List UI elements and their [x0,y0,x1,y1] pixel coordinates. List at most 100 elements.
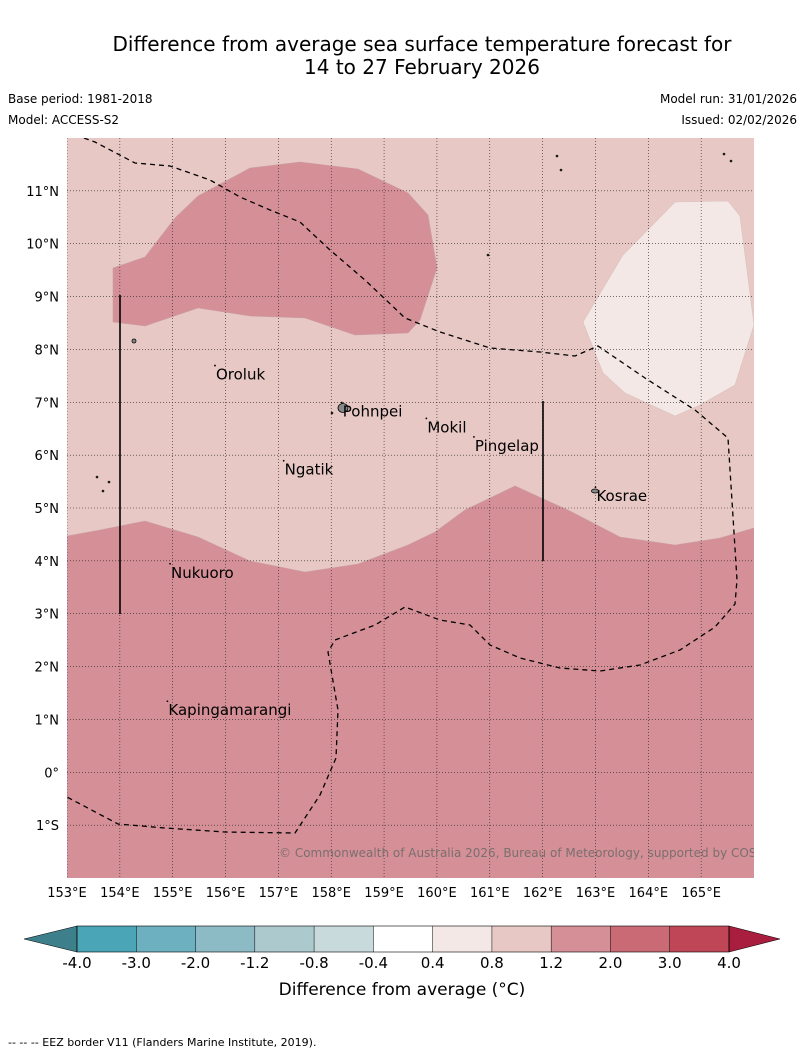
colorbar-bin [373,926,434,952]
colorbar-tick-label: 0.8 [480,954,504,972]
islet-marker [486,253,490,257]
latitude-tick-label: 2°N [35,661,60,676]
place-label: Mokil [427,418,466,436]
place-marker [594,486,597,489]
colorbar-tick-label: 3.0 [658,954,682,972]
longitude-tick-label: 159°E [364,886,404,901]
footnote: -- -- -- EEZ border V11 (Flanders Marine… [8,1036,317,1049]
latitude-tick-label: 1°N [35,713,60,728]
colorbar-tick-label: -2.0 [181,954,210,972]
colorbar: -4.0 -3.0 -2.0 -1.2 -0.8 -0.4 0.4 0.8 1.2 2.0 3.0 4… [23,925,781,972]
colorbar-bin [136,926,196,952]
model-name: Model: ACCESS-S2 [8,113,120,127]
colorbar-tick-label: 1.2 [539,954,563,972]
colorbar-bin [254,926,315,952]
colorbar-tick-label: 2.0 [599,954,623,972]
colorbar-tick-label: -4.0 [62,954,91,972]
place-marker [166,700,169,703]
place-marker [282,459,285,462]
longitude-tick-label: 161°E [470,886,510,901]
graticule [67,138,754,878]
islet-marker [95,475,99,479]
sst-anomaly-map[interactable]: Oroluk Pohnpei Mokil Pingelap Ngatik Kosrae Nu… [0,0,804,1010]
longitude-tick-label: 160°E [417,886,457,901]
colorbar-tick-label: -0.8 [299,954,328,972]
colorbar-tick-label: -0.4 [359,954,388,972]
place-marker [169,562,171,565]
colorbar-bin [610,926,671,952]
place-marker [425,417,428,420]
colorbar-tick-label: -1.2 [240,954,269,972]
issued-date: Issued: 02/02/2026 [681,113,797,127]
longitude-tick-label: 156°E [206,886,246,901]
kosrae-island [591,488,599,494]
colorbar-bin [491,926,552,952]
place-label: Pingelap [475,437,539,455]
pohnpei-island [337,403,349,413]
eez-border [67,138,738,834]
islet-marker [729,159,733,163]
islet-marker [555,154,559,158]
map-title: Difference from average sea surface temp… [0,33,804,79]
colorbar-label: Difference from average (°C) [278,980,526,1000]
latitude-tick-label: 7°N [35,396,60,411]
place-labels: Oroluk Pohnpei Mokil Pingelap Ngatik Kosrae Nu… [166,364,647,719]
title-line-1: Difference from average sea surface temp… [112,32,732,56]
colorbar-bin [669,926,730,952]
latitude-tick-label: 6°N [35,449,60,464]
colorbar-bin [195,926,256,952]
place-label: Ngatik [285,461,334,479]
longitude-tick-labels: 153°E 154°E 155°E 156°E 157°E 158°E 159°E 160°E… [47,886,721,901]
latitude-tick-label: 8°N [35,343,60,358]
copyright-notice: © Commonwealth of Australia 2026, Bureau… [279,846,784,860]
islet-marker [559,168,563,172]
latitude-tick-label: 3°N [35,608,60,623]
latitude-tick-label: 5°N [35,502,60,517]
longitude-tick-label: 153°E [47,886,87,901]
colorbar-bin [314,926,374,952]
islet-marker [330,411,334,415]
place-label: Nukuoro [171,564,234,582]
place-marker [340,401,343,404]
title-line-2: 14 to 27 February 2026 [304,55,540,79]
place-marker [214,364,216,367]
latitude-tick-label: 0° [44,766,59,781]
place-label: Pohnpei [343,403,403,421]
longitude-tick-label: 165°E [681,886,721,901]
islands [95,152,733,494]
longitude-tick-label: 163°E [576,886,616,901]
longitude-tick-label: 158°E [311,886,351,901]
latitude-tick-label: 4°N [35,555,60,570]
longitude-tick-label: 155°E [153,886,193,901]
colorbar-bin [77,926,137,952]
place-label: Kapingamarangi [168,701,291,719]
model-run: Model run: 31/01/2026 [659,92,797,106]
colorbar-tick-label: -3.0 [122,954,151,972]
colorbar-bin [432,926,493,952]
islet-marker [107,480,111,484]
latitude-tick-label: 10°N [26,238,59,253]
longitude-tick-label: 154°E [100,886,140,901]
islet-marker [722,152,726,156]
longitude-tick-label: 157°E [259,886,299,901]
islet-marker [101,489,105,493]
latitude-tick-labels: 11°N 10°N 9°N 8°N 7°N 6°N 5°N 4°N 3°N 2°N 1°N 0° 1°S [26,185,59,834]
base-period: Base period: 1981-2018 [8,92,153,106]
colorbar-under-arrow [23,925,78,953]
latitude-tick-label: 11°N [26,185,59,200]
colorbar-tick-label: 4.0 [717,954,741,972]
place-label: Kosrae [596,487,647,505]
longitude-tick-label: 162°E [523,886,563,901]
colorbar-over-arrow [728,925,781,953]
place-marker [473,436,475,438]
islet-marker [131,338,137,344]
colorbar-bin [551,926,611,952]
latitude-tick-label: 9°N [35,291,60,306]
anomaly-band-0-4-0-8 [582,200,754,417]
latitude-tick-label: 1°S [36,819,59,834]
map-plot-area: Oroluk Pohnpei Mokil Pingelap Ngatik Kosrae Nu… [67,138,784,878]
colorbar-tick-label: 0.4 [421,954,445,972]
place-label: Oroluk [216,366,265,384]
longitude-tick-label: 164°E [629,886,669,901]
anomaly-band-1-2-2-0-south [67,485,754,878]
